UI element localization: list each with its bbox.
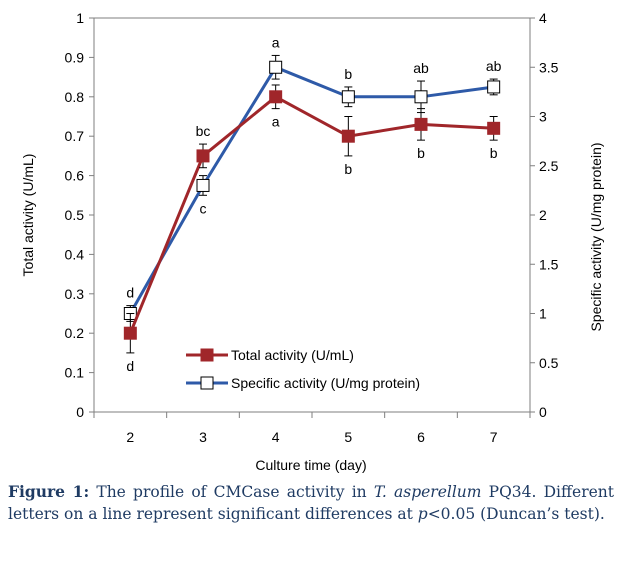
y-tick-label-right: 4 — [539, 10, 547, 26]
x-tick-label: 5 — [344, 429, 352, 445]
x-tick-label: 7 — [490, 429, 498, 445]
significance-letter-total: bc — [196, 123, 211, 139]
x-tick-label: 3 — [199, 429, 207, 445]
x-axis-title: Culture time (day) — [255, 457, 366, 473]
y-axis-left: 0 0.1 0.2 0.3 0.4 0.5 0.6 0.7 0.8 0.9 1 — [65, 10, 94, 420]
data-point — [269, 90, 283, 104]
series-specific-activity — [123, 54, 501, 322]
significance-letter-total: a — [272, 114, 280, 130]
data-point — [414, 117, 428, 131]
x-axis: 2 3 4 5 6 7 — [93, 412, 531, 445]
y-tick-label-left: 1 — [76, 10, 84, 26]
y-tick-label-right: 0 — [539, 404, 547, 420]
y-tick-label-left: 0.5 — [65, 207, 85, 223]
caption-p: p — [417, 505, 428, 523]
y-tick-label-left: 0.6 — [65, 168, 85, 184]
x-tick-label: 6 — [417, 429, 425, 445]
y-tick-label-left: 0.8 — [65, 89, 85, 105]
significance-letter-total: b — [417, 145, 425, 161]
significance-letter-specific: ab — [486, 58, 502, 74]
x-tick-label: 4 — [272, 429, 280, 445]
significance-letter-specific: ab — [413, 60, 429, 76]
caption-text-after: <0.05 (Duncan’s test). — [427, 505, 605, 523]
series-total-activity — [123, 84, 501, 354]
legend-marker — [200, 348, 214, 362]
significance-letter-specific: b — [344, 66, 352, 82]
data-point — [269, 60, 283, 74]
caption-species: T. asperellum — [373, 483, 482, 501]
figure-label: Figure 1: — [8, 482, 90, 501]
data-point — [123, 326, 137, 340]
significance-letter-specific: c — [200, 200, 207, 216]
series-line — [128, 95, 494, 334]
legend-label: Specific activity (U/mg protein) — [231, 375, 420, 391]
data-point — [341, 129, 355, 143]
data-point — [414, 90, 428, 104]
y-tick-label-right: 2 — [539, 207, 547, 223]
y-tick-label-left: 0.1 — [65, 365, 85, 381]
data-point — [487, 80, 501, 94]
chart: 00.10.20.30.40.50.60.70.80.91 00.511.522… — [20, 10, 604, 473]
y-tick-label-right: 1 — [539, 306, 547, 322]
legend-marker — [200, 376, 214, 390]
legend-label: Total activity (U/mL) — [231, 347, 354, 363]
y-axis-title-right: Specific activity (U/mg protein) — [588, 142, 604, 331]
x-tick-label: 2 — [126, 429, 134, 445]
figure-caption: Figure 1: The profile of CMCase activity… — [8, 481, 614, 525]
y-tick-label-left: 0.7 — [65, 128, 85, 144]
significance-letter-specific: a — [272, 34, 280, 50]
y-tick-label-left: 0.4 — [65, 246, 85, 262]
y-tick-label-left: 0.3 — [65, 286, 85, 302]
legend: Total activity (U/mL) Specific activity (… — [186, 347, 420, 391]
significance-letter-total: d — [126, 358, 134, 374]
y-axis-title-left: Total activity (U/mL) — [20, 154, 36, 277]
y-tick-label-left: 0 — [76, 404, 84, 420]
significance-letter-total: b — [344, 161, 352, 177]
caption-text-mid: PQ34. Different letters on a line repres… — [8, 483, 614, 523]
y-tick-label-right: 1.5 — [539, 256, 559, 272]
significance-letter-total: b — [490, 145, 498, 161]
y-tick-label-right: 2.5 — [539, 158, 559, 174]
y-tick-label-right: 3.5 — [539, 59, 559, 75]
y-tick-label-left: 0.2 — [65, 325, 85, 341]
data-point — [487, 121, 501, 135]
y-tick-label-right: 0.5 — [539, 355, 559, 371]
y-axis-right: 0 0.5 1 1.5 2 2.5 3 3.5 4 — [530, 10, 559, 420]
caption-text-before: The profile of CMCase activity in — [89, 483, 374, 501]
y-tick-label-right: 3 — [539, 109, 547, 125]
significance-letter-specific: d — [126, 285, 134, 301]
series-line — [128, 65, 494, 315]
data-point — [196, 178, 210, 192]
data-point — [196, 149, 210, 163]
y-tick-label-left: 0.9 — [65, 49, 85, 65]
data-point — [341, 90, 355, 104]
